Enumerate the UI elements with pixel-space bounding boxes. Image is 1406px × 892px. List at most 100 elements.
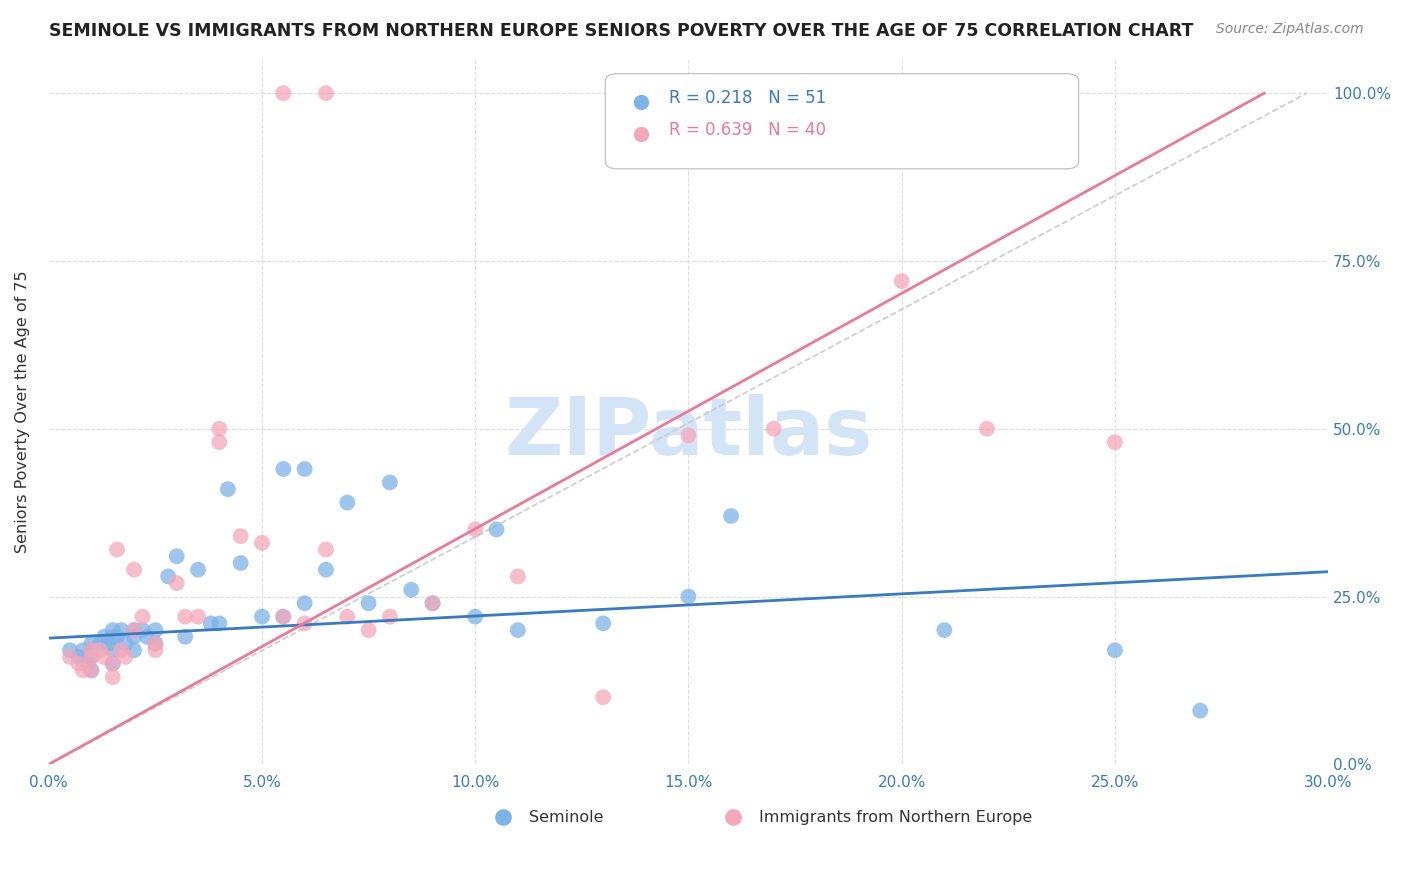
Point [464,609,486,624]
Point [506,623,529,637]
Point [294,616,316,631]
Point [157,569,180,583]
Point [229,556,252,570]
Point [114,649,136,664]
Point [145,636,167,650]
Point [762,422,785,436]
Point [174,609,197,624]
Text: Seminole: Seminole [529,810,603,825]
Point [976,422,998,436]
Point [378,475,401,490]
Point [97,636,120,650]
Point [122,623,145,637]
Point [101,623,124,637]
Point [506,569,529,583]
Point [59,643,82,657]
Point [101,657,124,671]
Point [485,523,508,537]
Point [187,563,209,577]
Point [336,609,359,624]
Point [145,636,167,650]
Point [93,630,115,644]
Point [105,542,128,557]
Point [720,508,742,523]
Point [110,623,132,637]
FancyBboxPatch shape [606,74,1078,169]
Point [59,649,82,664]
Point [1189,704,1212,718]
Point [217,482,239,496]
Point [114,636,136,650]
Point [336,495,359,509]
Y-axis label: Seniors Poverty Over the Age of 75: Seniors Poverty Over the Age of 75 [15,270,30,553]
Point [80,649,103,664]
Point [101,657,124,671]
Point [315,542,337,557]
Point [166,576,188,591]
Point [271,609,294,624]
Point [187,609,209,624]
Point [208,422,231,436]
Point [294,462,316,476]
Point [166,549,188,564]
Point [80,643,103,657]
Point [174,630,197,644]
Point [1104,643,1126,657]
Point [271,609,294,624]
Point [80,664,103,678]
Point [592,616,614,631]
Point [378,609,401,624]
Point [122,623,145,637]
Point [208,616,231,631]
Point [145,623,167,637]
Point [315,563,337,577]
Point [80,649,103,664]
Point [250,609,273,624]
Point [101,643,124,657]
Point [399,582,422,597]
Point [315,86,337,100]
Point [229,529,252,543]
Text: Source: ZipAtlas.com: Source: ZipAtlas.com [1216,22,1364,37]
Point [76,657,98,671]
Point [200,616,222,631]
Text: R = 0.639   N = 40: R = 0.639 N = 40 [669,121,827,139]
Point [250,536,273,550]
Point [934,623,956,637]
Point [271,462,294,476]
Point [208,435,231,450]
Point [105,630,128,644]
Point [294,596,316,610]
Point [464,523,486,537]
Point [72,664,94,678]
Point [678,428,700,442]
Point [145,643,167,657]
Point [131,609,153,624]
Point [80,636,103,650]
Point [67,657,90,671]
Point [110,643,132,657]
Text: ZIPatlas: ZIPatlas [505,394,873,472]
Point [93,649,115,664]
Point [122,630,145,644]
Point [1104,435,1126,450]
Point [122,643,145,657]
Point [890,274,912,288]
Point [89,636,111,650]
Point [101,670,124,684]
Point [80,664,103,678]
Point [101,630,124,644]
Point [131,623,153,637]
Text: SEMINOLE VS IMMIGRANTS FROM NORTHERN EUROPE SENIORS POVERTY OVER THE AGE OF 75 C: SEMINOLE VS IMMIGRANTS FROM NORTHERN EUR… [49,22,1194,40]
Point [422,596,444,610]
Point [122,563,145,577]
Point [271,86,294,100]
Point [135,630,157,644]
Point [678,590,700,604]
Point [80,643,103,657]
Point [357,596,380,610]
Text: R = 0.218   N = 51: R = 0.218 N = 51 [669,89,827,107]
Point [72,643,94,657]
Point [67,649,90,664]
Text: Immigrants from Northern Europe: Immigrants from Northern Europe [759,810,1032,825]
